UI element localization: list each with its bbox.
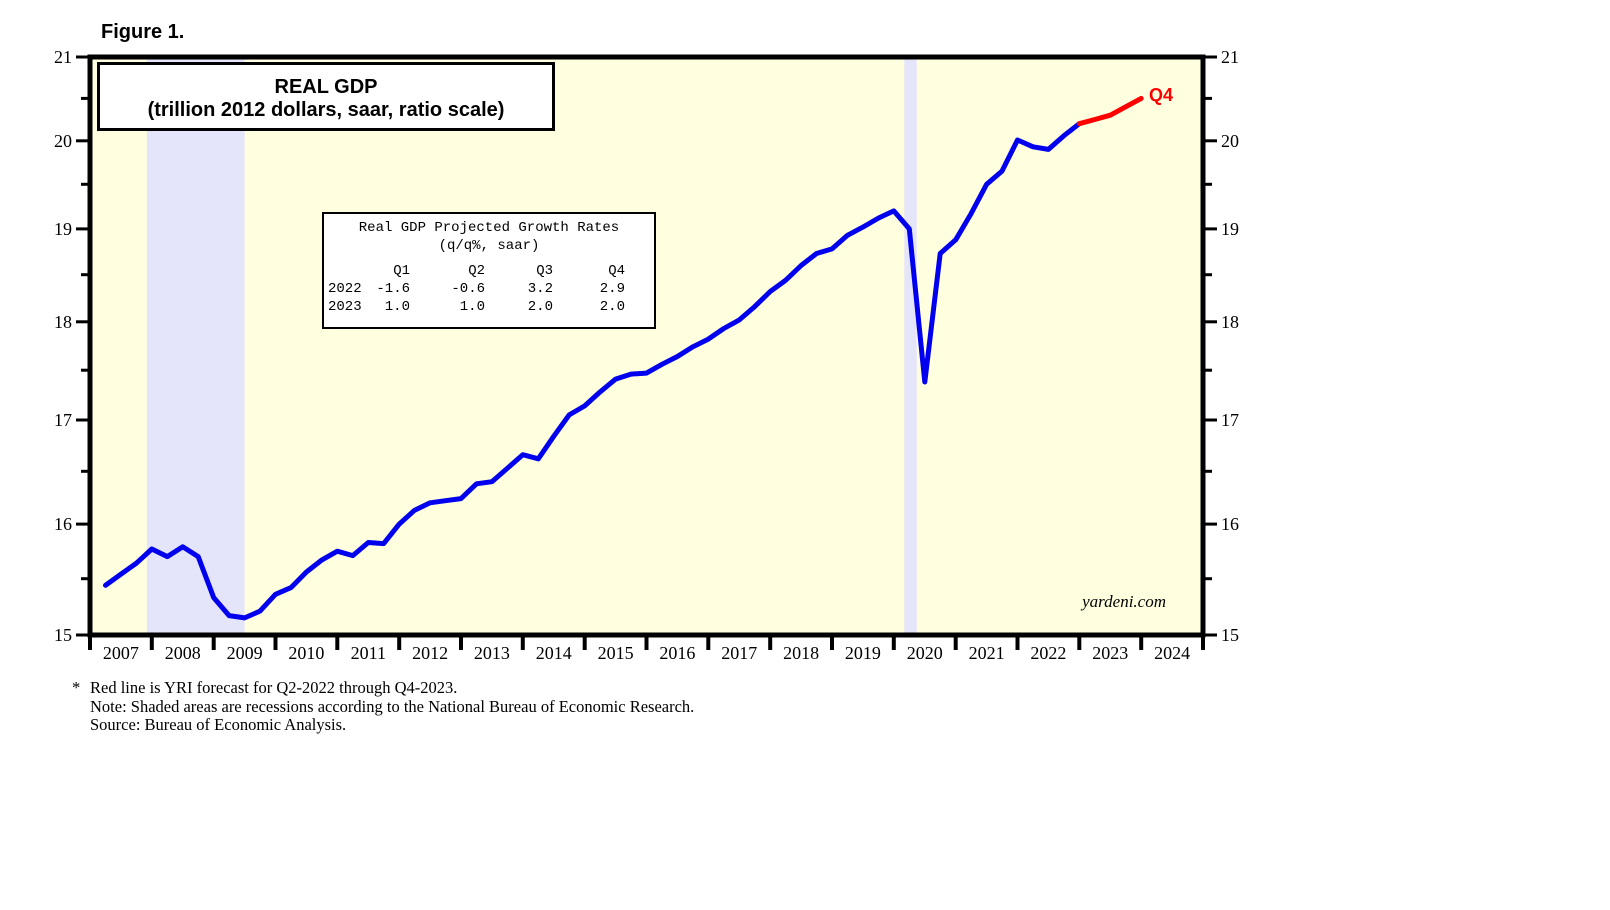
plot-frame <box>87 54 1206 638</box>
growth-rates-table: Real GDP Projected Growth Rates (q/q%, s… <box>322 212 656 329</box>
y-axis-label-right: 21 <box>1221 47 1239 67</box>
x-axis-year-label: 2011 <box>351 643 386 663</box>
y-axis-label-right: 16 <box>1221 514 1239 534</box>
growth-table-subtitle: (q/q%, saar) <box>438 238 540 254</box>
y-axis-label-left: 15 <box>54 625 72 645</box>
x-axis-year-label: 2018 <box>783 643 819 663</box>
y-axis-label-right: 18 <box>1221 312 1239 332</box>
growth-table-cell: 1.0 <box>459 299 485 315</box>
x-axis-year-label: 2023 <box>1092 643 1128 663</box>
x-axis-year-label: 2008 <box>165 643 201 663</box>
watermark: yardeni.com <box>1082 592 1166 611</box>
growth-table-col-header: Q1 <box>393 263 410 279</box>
figure-label: Figure 1. <box>101 21 185 43</box>
x-axis-year-label: 2021 <box>969 643 1005 663</box>
footnotes: * Red line is YRI forecast for Q2-2022 t… <box>70 678 970 735</box>
x-axis-year-label: 2022 <box>1030 643 1066 663</box>
x-axis-year-label: 2012 <box>412 643 448 663</box>
growth-table-cell: -1.6 <box>376 281 410 297</box>
growth-table-title: Real GDP Projected Growth Rates <box>358 220 620 236</box>
chart-subtitle: (trillion 2012 dollars, saar, ratio scal… <box>147 99 505 121</box>
x-axis-year-label: 2019 <box>845 643 881 663</box>
y-axis-label-right: 19 <box>1221 219 1239 239</box>
growth-table-corner <box>328 262 368 280</box>
recession-band <box>146 57 245 635</box>
x-axis-year-label: 2010 <box>288 643 324 663</box>
growth-table-cell: -0.6 <box>451 281 485 297</box>
growth-table-grid: Q1 Q2 Q3 Q4 2022 -1.6 -0.6 3.2 2.9 2023 … <box>328 262 654 316</box>
x-axis-year-label: 2020 <box>907 643 943 663</box>
y-axis-label-left: 18 <box>54 312 72 332</box>
x-axis-year-label: 2024 <box>1154 643 1190 663</box>
forecast-end-label: Q4 <box>1149 85 1174 105</box>
growth-table-col-header: Q3 <box>536 263 553 279</box>
x-axis-year-label: 2015 <box>598 643 634 663</box>
footnote-lines: Red line is YRI forecast for Q2-2022 thr… <box>90 678 970 735</box>
x-axis-year-label: 2017 <box>721 643 757 663</box>
y-axis-label-left: 20 <box>54 131 72 151</box>
growth-table-col-header: Q4 <box>608 263 625 279</box>
x-axis-year-label: 2016 <box>659 643 695 663</box>
y-axis-label-right: 20 <box>1221 131 1239 151</box>
y-axis-label-right: 17 <box>1221 410 1239 430</box>
y-axis-label-left: 21 <box>54 47 72 67</box>
footnote-marker: * <box>72 678 81 697</box>
series-line-actual <box>103 121 1082 621</box>
chart-title: REAL GDP <box>274 76 378 98</box>
growth-table-cell: 1.0 <box>384 299 410 315</box>
y-axis-label-left: 17 <box>54 410 72 430</box>
growth-table-cell: 2.9 <box>599 281 625 297</box>
y-axis-label-right: 15 <box>1221 625 1239 645</box>
footnote-line: Source: Bureau of Economic Analysis. <box>90 715 347 735</box>
growth-table-row-year: 2023 <box>328 299 362 315</box>
chart-title-box: REAL GDP (trillion 2012 dollars, saar, r… <box>97 62 555 131</box>
growth-table-cell: 2.0 <box>527 299 553 315</box>
plot-background <box>90 57 1203 635</box>
x-axis-year-label: 2013 <box>474 643 510 663</box>
footnote-line: Red line is YRI forecast for Q2-2022 thr… <box>90 678 458 697</box>
growth-table-row-year: 2022 <box>328 281 362 297</box>
growth-table-cell: 3.2 <box>527 281 553 297</box>
y-axis-label-left: 16 <box>54 514 72 534</box>
growth-table-col-header: Q2 <box>468 263 485 279</box>
x-axis-year-label: 2007 <box>103 643 139 663</box>
real-gdp-chart: 21 21 20 20 19 19 18 18 17 17 16 16 15 15 2007 2008 2009… <box>54 47 1239 663</box>
y-axis-label-left: 19 <box>54 219 72 239</box>
x-axis-year-label: 2014 <box>536 643 572 663</box>
growth-table-cell: 2.0 <box>599 299 625 315</box>
recession-band <box>904 57 917 635</box>
x-axis-year-label: 2009 <box>227 643 263 663</box>
footnote-line: Note: Shaded areas are recessions accord… <box>90 696 695 716</box>
series-line-forecast <box>1076 95 1144 127</box>
